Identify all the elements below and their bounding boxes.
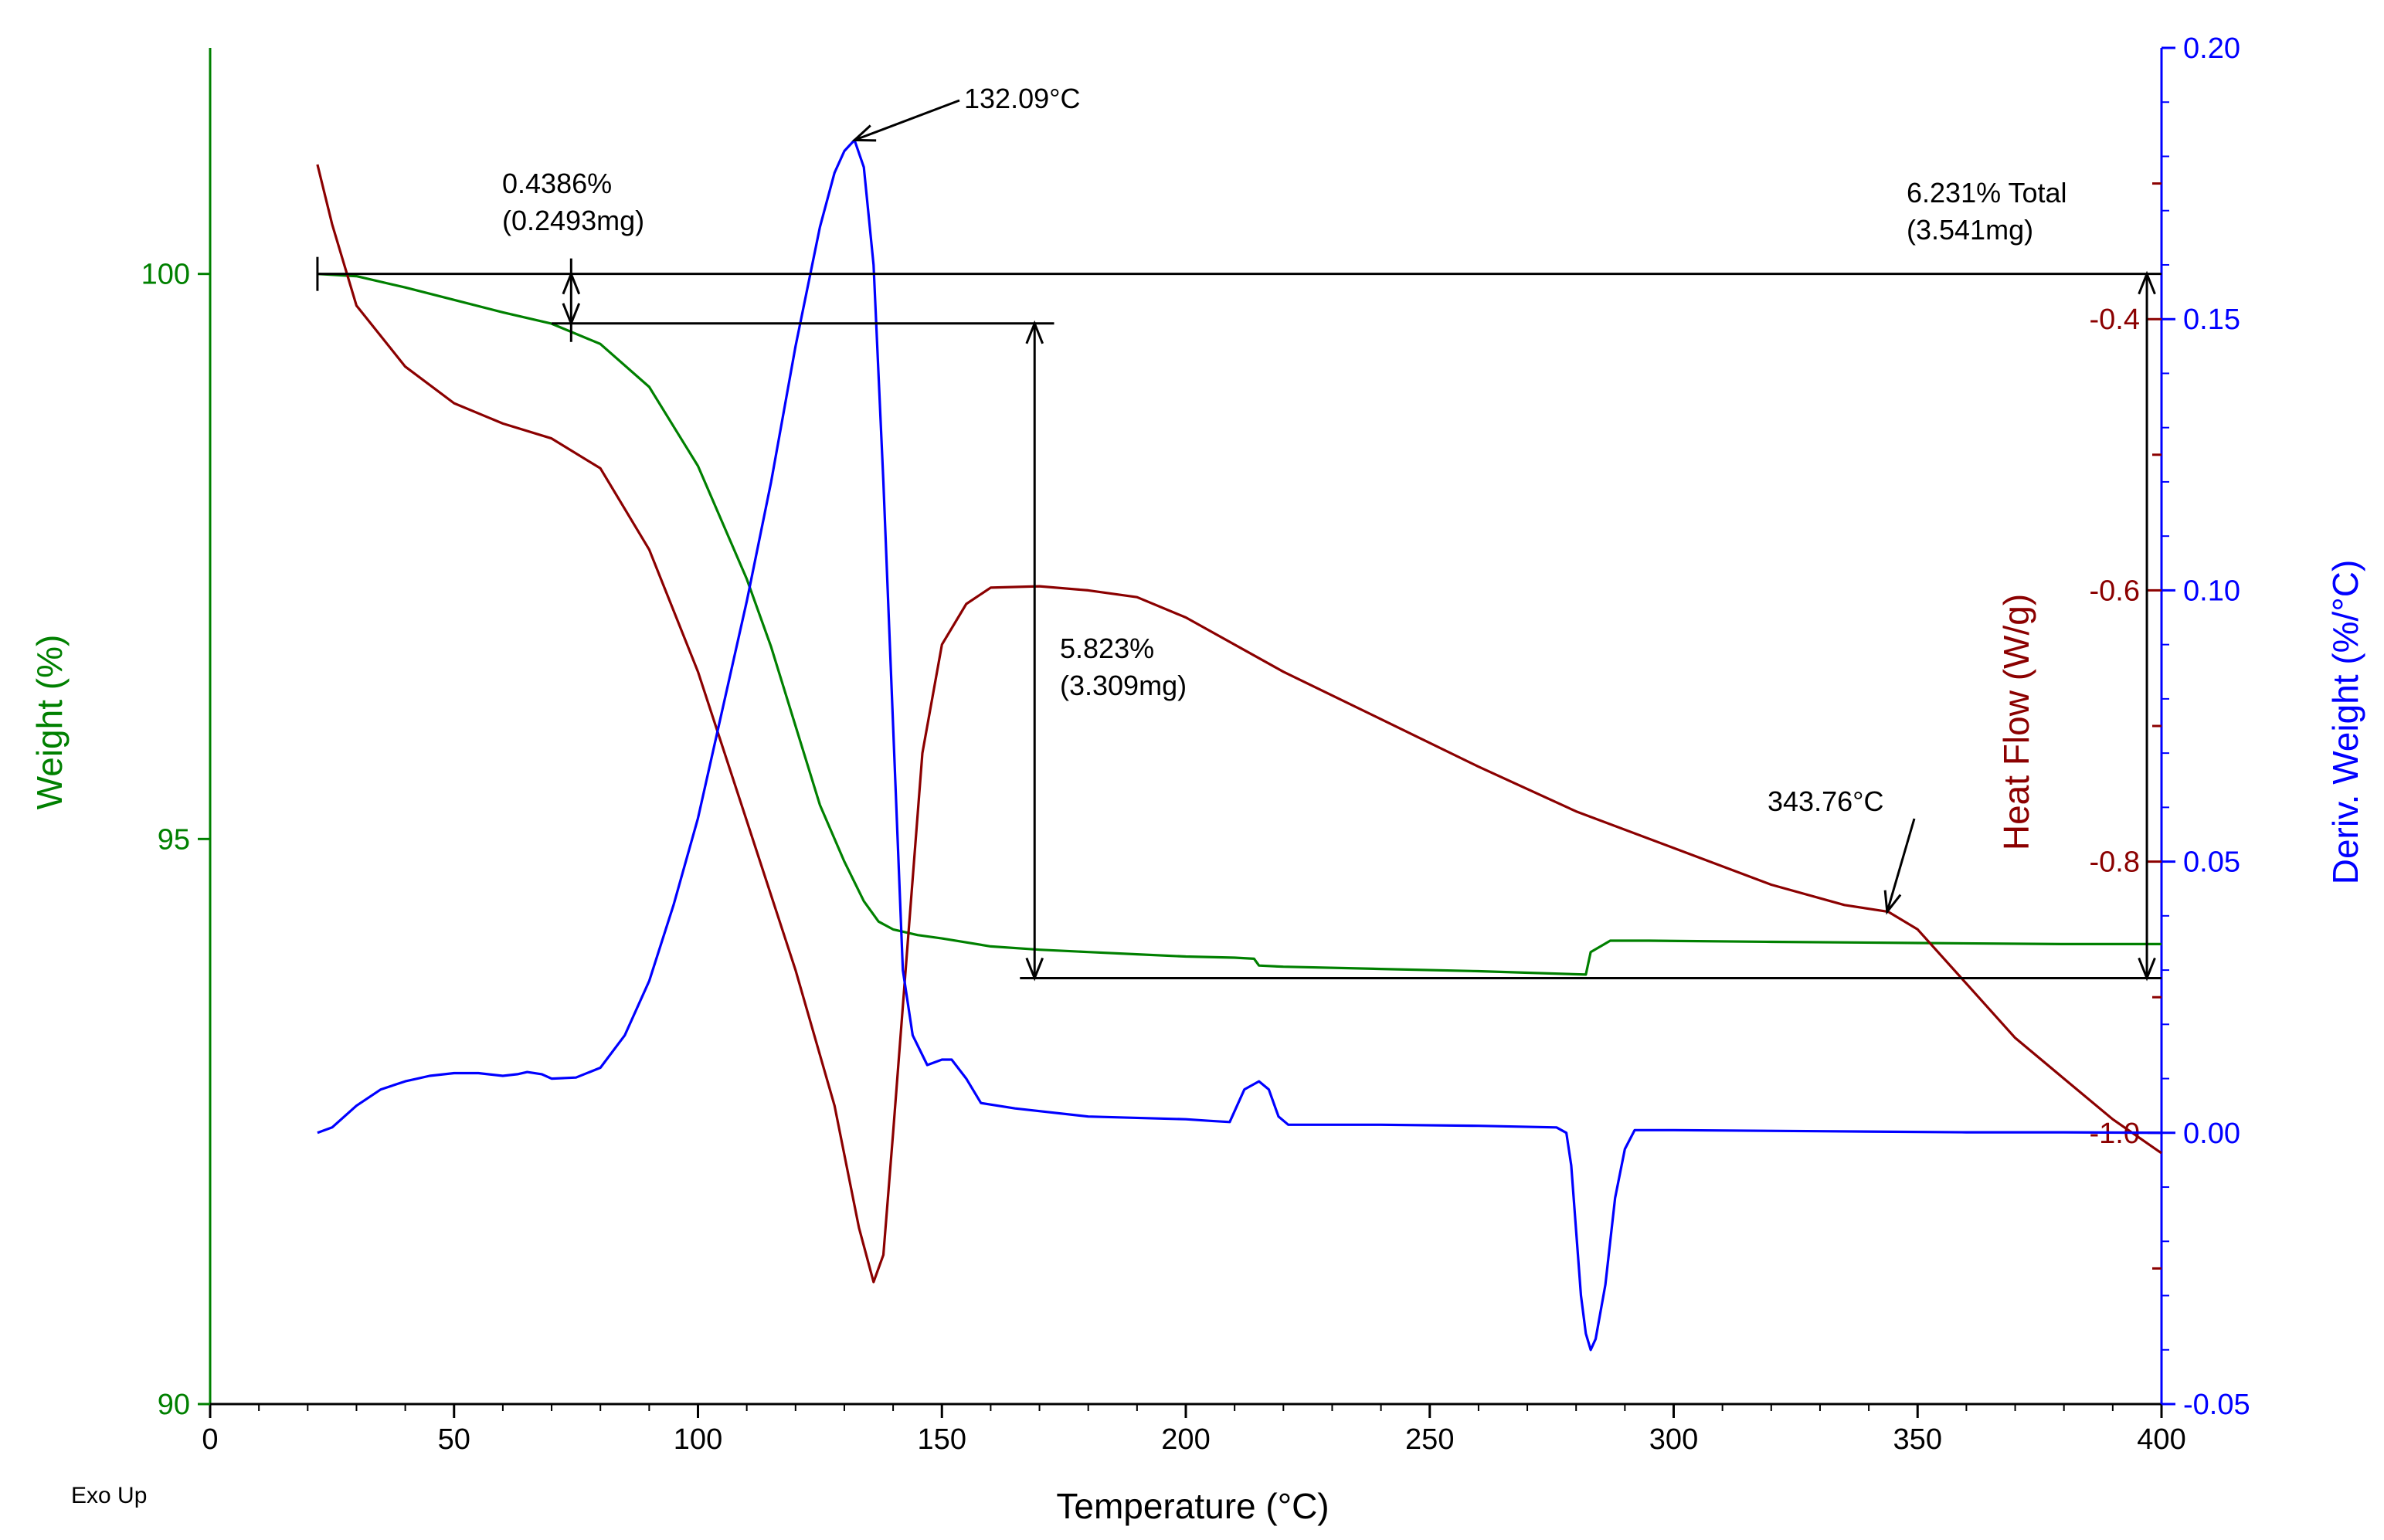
exo-up-note: Exo Up [71, 1483, 147, 1508]
deriv-weight-tick-label: -0.05 [2183, 1389, 2250, 1421]
deriv-weight-axis-title: Deriv. Weight (%/°C) [2325, 560, 2365, 885]
shoulder-temperature-label: 343.76°C [1768, 785, 1884, 817]
total-percent-label: 6.231% Total [1907, 177, 2067, 209]
series-heat-flow [316, 164, 2162, 1284]
data-series [316, 138, 2162, 1352]
peak-arrowhead [851, 124, 877, 142]
total-mass-label: (3.541mg) [1907, 214, 2033, 246]
x-tick-label: 250 [1405, 1423, 1454, 1456]
shoulder-leader-line [1886, 818, 1916, 912]
deriv-weight-tick-label: 0.05 [2183, 846, 2240, 879]
peak-temperature-label: 132.09°C [964, 83, 1081, 114]
x-ticks: 0 50 100 150 200 250 300 350 400 [202, 1404, 2186, 1456]
step1-percent-label: 0.4386% [502, 168, 612, 199]
deriv-weight-tick-label: 0.10 [2183, 575, 2240, 607]
total-loss-arrowhead-up [2138, 270, 2156, 295]
x-axis-title: Temperature (°C) [1056, 1486, 1329, 1526]
heat-flow-ticks: -1.0-0.8-0.6-0.4 [2090, 304, 2162, 1150]
series-weight [317, 273, 2162, 976]
step-annotations: 132.09°C 0.4386% (0.2493mg) 6.231% Total… [316, 83, 2162, 982]
step2-mass-label: (3.309mg) [1060, 670, 1187, 701]
heat-flow-tick-label: -0.4 [2090, 304, 2140, 336]
heat-flow-axis-title: Heat Flow (W/g) [1996, 594, 2036, 850]
peak-leader-line [854, 99, 960, 141]
deriv-weight-tick-label: 0.15 [2183, 304, 2240, 336]
shoulder-arrowhead [1883, 890, 1902, 915]
weight-tick-label: 90 [158, 1389, 190, 1421]
step1-mass-label: (0.2493mg) [502, 205, 644, 236]
x-tick-label: 400 [2137, 1423, 2185, 1456]
heat-flow-tick-label: -0.6 [2090, 575, 2140, 607]
step1-arrowhead-up [562, 270, 581, 295]
heat-flow-tick-label: -0.8 [2090, 846, 2140, 879]
x-tick-label: 350 [1893, 1423, 1942, 1456]
x-tick-label: 100 [674, 1423, 722, 1456]
x-tick-label: 0 [202, 1423, 218, 1456]
heat-flow-minor-ticks [2152, 182, 2162, 1270]
weight-ticks: 90 95 100 [141, 259, 210, 1421]
step2-arrowhead-down [1025, 957, 1044, 982]
step2-arrowhead-up [1025, 320, 1044, 344]
step2-percent-label: 5.823% [1060, 633, 1154, 664]
deriv-weight-minor-ticks [2162, 101, 2169, 1351]
deriv-weight-tick-label: 0.00 [2183, 1118, 2240, 1150]
total-loss-arrowhead-down [2138, 957, 2156, 982]
weight-tick-label: 100 [141, 259, 190, 291]
x-tick-label: 200 [1161, 1423, 1210, 1456]
weight-tick-label: 95 [158, 823, 190, 856]
x-minor-ticks [258, 1404, 2114, 1411]
x-tick-label: 300 [1649, 1423, 1698, 1456]
weight-axis-title: Weight (%) [29, 635, 70, 810]
x-tick-label: 50 [438, 1423, 470, 1456]
deriv-weight-tick-label: 0.20 [2183, 32, 2240, 65]
x-tick-label: 150 [918, 1423, 966, 1456]
deriv-weight-ticks: -0.05 0.00 0.05 0.10 0.15 0.20 [2162, 32, 2250, 1421]
series-deriv-weight [317, 138, 2162, 1352]
